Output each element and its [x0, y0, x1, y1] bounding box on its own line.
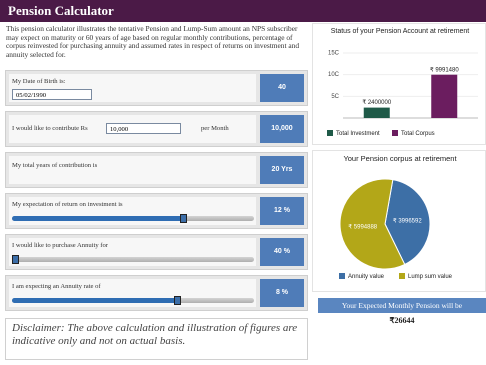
row-label-area: My total years of contribution is	[9, 156, 256, 184]
legend-swatch	[392, 130, 398, 136]
bar-chart: 5C 10C 15C ₹ 2400000 Total Investment ₹ 99914…	[327, 51, 478, 137]
slider-handle[interactable]	[180, 214, 187, 223]
pie-slice	[384, 179, 431, 266]
years-row: My total years of contribution is 20 Yrs	[5, 152, 308, 188]
annuity-row: I would like to purchase Annuity for 40 …	[5, 234, 308, 270]
chart-title: Status of your Pension Account at retire…	[330, 28, 470, 35]
row-label-area: I am expecting an Annuity rate of	[9, 279, 256, 307]
result-badge: 12 %	[260, 197, 304, 225]
value-label: ₹ 9991480	[430, 66, 460, 73]
result-badge: 40 %	[260, 238, 304, 266]
row-label-area: I would like to purchase Annuity for	[9, 238, 256, 266]
return-row: My expectation of return on investment i…	[5, 193, 308, 229]
legend-label: Annuity value	[348, 274, 385, 280]
slider-handle[interactable]	[12, 255, 19, 264]
row-label: My expectation of return on investment i…	[12, 201, 123, 208]
result-badge: 10,000	[260, 115, 304, 143]
contribution-input[interactable]: 10,000	[106, 123, 181, 134]
pension-label: Your Expected Monthly Pension will be	[318, 298, 486, 313]
slider-fill	[12, 298, 178, 303]
disclaimer: Disclaimer: The above calculation and il…	[5, 318, 308, 360]
value-label: ₹ 2400000	[362, 99, 392, 106]
dob-input[interactable]: 05/02/1990	[12, 89, 92, 100]
slider[interactable]	[12, 255, 254, 264]
result-badge: 20 Yrs	[260, 156, 304, 184]
pie-slice	[339, 178, 406, 270]
legend-label: Total Investment	[336, 131, 380, 137]
contribution-row: I would like to contribute Rs 10,000 per…	[5, 111, 308, 147]
slider-handle[interactable]	[174, 296, 181, 305]
bar	[431, 74, 458, 118]
dob-row: My Date of Birth is: 05/02/1990 40	[5, 70, 308, 106]
legend-label: Total Corpus	[401, 131, 435, 137]
row-label: My Date of Birth is:	[12, 78, 66, 85]
row-label: My total years of contribution is	[12, 162, 98, 169]
row-suffix: per Month	[201, 125, 229, 132]
y-tick-label: 10C	[328, 72, 340, 78]
y-tick-label: 5C	[331, 94, 339, 100]
row-label-area: My expectation of return on investment i…	[9, 197, 256, 225]
row-label-area: I would like to contribute Rs 10,000 per…	[9, 115, 256, 143]
row-label: I am expecting an Annuity rate of	[12, 283, 101, 290]
row-label: I would like to purchase Annuity for	[12, 242, 108, 249]
page-title: Pension Calculator	[0, 0, 486, 22]
legend-swatch	[327, 130, 333, 136]
y-tick-label: 15C	[328, 51, 340, 57]
annuity-rate-row: I am expecting an Annuity rate of 8 %	[5, 275, 308, 311]
chart-title: Your Pension corpus at retirement	[343, 154, 457, 163]
slider[interactable]	[12, 214, 254, 223]
value-label: ₹ 5994888	[348, 224, 378, 231]
legend-label: Lump sum value	[408, 274, 453, 280]
result-badge: 8 %	[260, 279, 304, 307]
intro-text: This pension calculator illustrates the …	[6, 24, 300, 59]
legend-swatch	[339, 273, 345, 279]
bar	[363, 107, 390, 118]
value-label: ₹ 3996592	[393, 217, 423, 224]
pension-amount: ₹26644	[389, 316, 415, 325]
pie-chart: ₹ 3996592 Annuity value ₹ 5994888 Lump sum …	[339, 178, 453, 280]
row-label: I would like to contribute Rs	[12, 125, 88, 132]
result-badge: 40	[260, 74, 304, 102]
slider[interactable]	[12, 296, 254, 305]
slider-fill	[12, 216, 184, 221]
legend-swatch	[399, 273, 405, 279]
row-label-area: My Date of Birth is: 05/02/1990	[9, 74, 256, 102]
